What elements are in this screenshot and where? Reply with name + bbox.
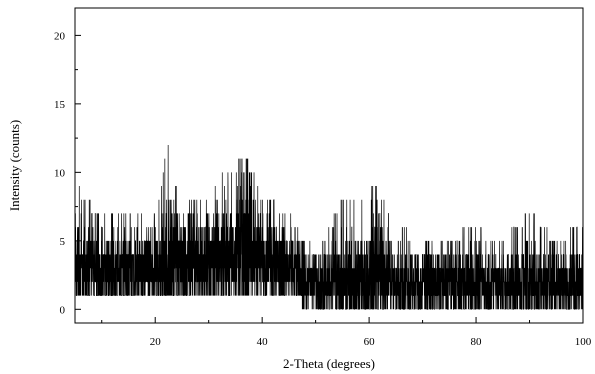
x-tick-label: 80 [471,336,483,348]
y-tick-label: 15 [54,99,66,111]
y-tick-label: 5 [60,236,66,248]
x-axis: 20 40 60 80 100 [101,317,592,348]
x-axis-title: 2-Theta (degrees) [283,356,375,371]
y-axis-title: Intensity (counts) [7,120,22,211]
x-tick-label: 100 [575,336,592,348]
y-tick-label: 0 [60,304,66,316]
x-tick-label: 40 [257,336,269,348]
plot-frame [74,7,584,324]
intensity-series-line [74,144,584,310]
y-tick-label: 10 [54,167,66,179]
plot-area [74,144,584,310]
y-axis: 0 5 10 15 20 [54,30,81,316]
y-tick-label: 20 [54,30,66,42]
x-tick-label: 20 [150,336,162,348]
x-tick-label: 60 [364,336,376,348]
